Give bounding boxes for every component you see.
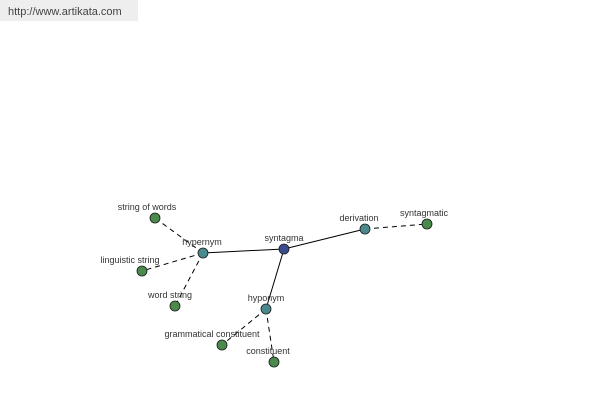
node[interactable] xyxy=(268,356,280,368)
edge xyxy=(221,308,267,346)
node-label[interactable]: word string xyxy=(147,290,192,300)
node[interactable] xyxy=(359,223,371,235)
edge xyxy=(141,252,204,272)
node-label[interactable]: derivation xyxy=(339,213,378,223)
edge xyxy=(265,248,285,310)
url-box xyxy=(0,0,138,21)
node-label[interactable]: string of words xyxy=(118,202,177,212)
edge xyxy=(364,223,428,230)
node[interactable] xyxy=(260,303,272,315)
edge xyxy=(202,248,285,254)
node[interactable] xyxy=(278,243,290,255)
url[interactable]: http://www.artikata.com xyxy=(8,6,122,18)
node-label[interactable]: hypernym xyxy=(182,237,222,247)
edge xyxy=(283,228,366,250)
node[interactable] xyxy=(169,300,181,312)
node-label[interactable]: hyponym xyxy=(248,293,285,303)
node[interactable] xyxy=(197,247,209,259)
node-label[interactable]: linguistic string xyxy=(100,255,159,265)
node-label[interactable]: syntagma xyxy=(264,233,303,243)
node-label[interactable]: constituent xyxy=(246,346,290,356)
node[interactable] xyxy=(149,212,161,224)
node-label[interactable]: syntagmatic xyxy=(400,208,449,218)
node-label[interactable]: grammatical constituent xyxy=(164,329,260,339)
node[interactable] xyxy=(421,218,433,230)
node[interactable] xyxy=(216,339,228,351)
nodes: syntagma hypernym derivation syntagmatic… xyxy=(100,202,449,368)
edge xyxy=(154,217,204,254)
edges xyxy=(141,217,428,363)
node[interactable] xyxy=(136,265,148,277)
edge xyxy=(174,252,204,307)
